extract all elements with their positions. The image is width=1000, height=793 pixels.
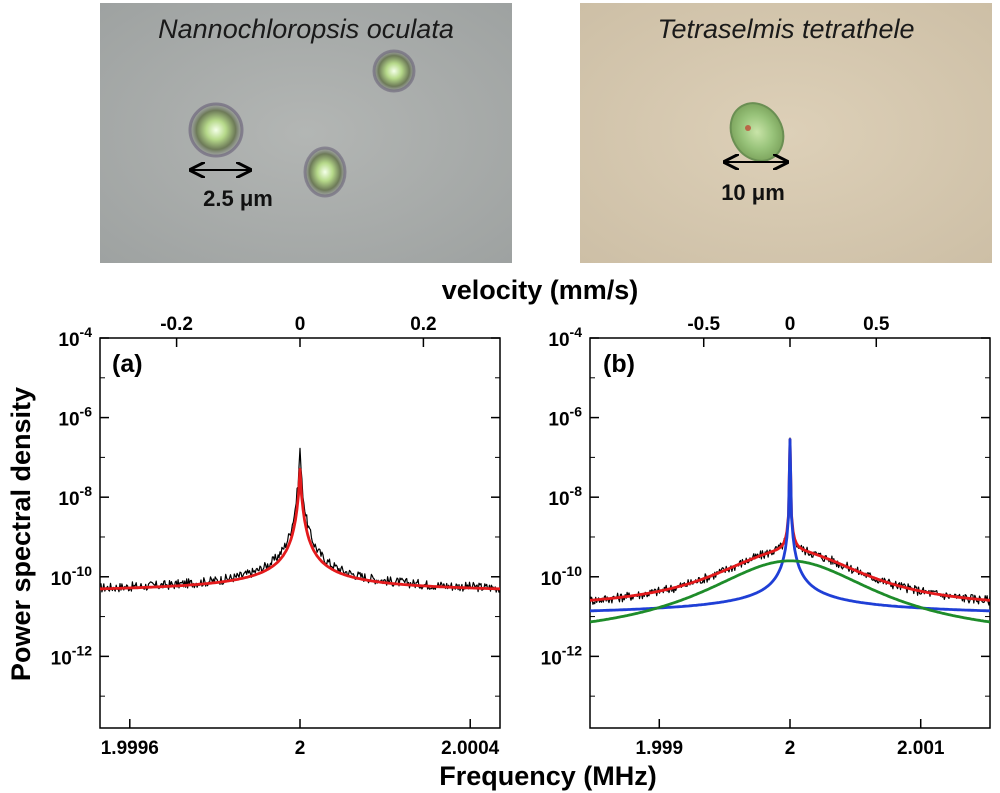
y-tick-label: 10-6 bbox=[58, 404, 92, 431]
micrograph-background bbox=[100, 3, 512, 263]
cell-image bbox=[303, 146, 347, 198]
bottom-axis-title: Frequency (MHz) bbox=[439, 761, 657, 791]
y-tick-label: 10-6 bbox=[548, 404, 582, 431]
x-tick-label: 2.001 bbox=[897, 738, 945, 759]
scale-bar-label: 2.5 μm bbox=[203, 186, 273, 211]
panel-b: 10-4 10-6 10-8 10-10 10-12 1.999 2 2.001 -0.5 0 0.… bbox=[541, 314, 991, 759]
y-tick-label: 10-8 bbox=[58, 483, 92, 510]
y-tick-label: 10-12 bbox=[541, 642, 583, 669]
series-broad-component bbox=[590, 559, 990, 624]
species-label: Tetraselmis tetrathele bbox=[657, 14, 914, 44]
micrograph-background bbox=[580, 3, 992, 263]
cell-image bbox=[188, 102, 244, 158]
top-x-tick-label: 0.2 bbox=[410, 314, 436, 335]
panel-a: 10-4 10-6 10-8 10-10 10-12 1.9996 2 2.0004 -0.2 0… bbox=[51, 314, 501, 759]
top-x-tick-label: 0.5 bbox=[863, 314, 890, 335]
x-tick-label: 2.0004 bbox=[441, 738, 500, 759]
y-tick-label: 10-4 bbox=[58, 324, 92, 351]
y-tick-label: 10-10 bbox=[541, 563, 583, 590]
series-measured bbox=[100, 447, 500, 593]
y-tick-label: 10-4 bbox=[548, 324, 582, 351]
top-x-tick-label: 0 bbox=[785, 314, 796, 335]
species-label: Nannochloropsis oculata bbox=[158, 14, 454, 44]
x-tick-label: 2 bbox=[295, 738, 306, 759]
panel-label: (b) bbox=[603, 350, 635, 378]
top-x-tick-label: 0 bbox=[295, 314, 306, 335]
y-tick-label: 10-8 bbox=[548, 483, 582, 510]
x-tick-label: 2 bbox=[785, 738, 796, 759]
plot-frame bbox=[589, 337, 991, 729]
x-tick-label: 1.999 bbox=[636, 738, 684, 759]
x-tick-label: 1.9996 bbox=[101, 738, 159, 759]
cell-image bbox=[372, 49, 416, 93]
y-axis-title: Power spectral density bbox=[6, 387, 36, 681]
series-fit bbox=[100, 467, 500, 591]
scale-bar-label: 10 μm bbox=[721, 180, 785, 205]
top-x-tick-label: -0.2 bbox=[160, 314, 193, 335]
top-x-tick-label: -0.5 bbox=[687, 314, 720, 335]
y-tick-label: 10-10 bbox=[51, 563, 93, 590]
top-axis-title: velocity (mm/s) bbox=[442, 275, 639, 305]
micrograph-nannochloropsis: Nannochloropsis oculata 2.5 μm bbox=[100, 3, 512, 263]
y-tick-label: 10-12 bbox=[51, 642, 93, 669]
micrograph-tetraselmis: Tetraselmis tetrathele 10 μm bbox=[580, 3, 992, 263]
panel-label: (a) bbox=[112, 350, 143, 378]
plot-frame bbox=[99, 337, 501, 729]
